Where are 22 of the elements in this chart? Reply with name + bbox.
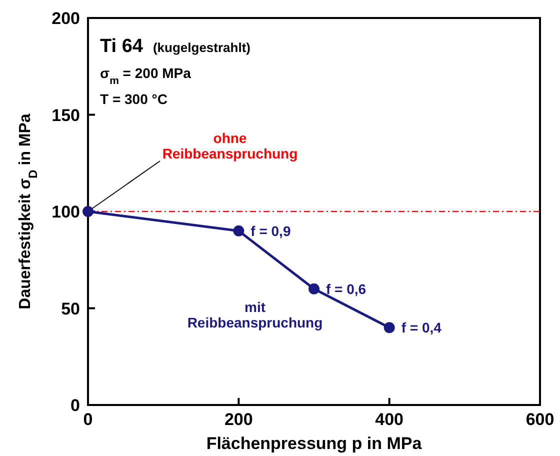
y-tick-label: 200 — [52, 9, 80, 28]
point — [233, 225, 244, 236]
x-tick-label: 600 — [526, 410, 554, 429]
y-tick-label: 50 — [61, 299, 80, 318]
annotation: mit Reibbeanspruchung — [187, 299, 323, 330]
y-tick-label: 0 — [70, 396, 80, 415]
point — [384, 322, 395, 334]
point — [308, 283, 320, 294]
annotation: σ$_{m}$ = 200 MPa — [100, 65, 192, 87]
annotation: f = 0,9 — [250, 222, 291, 239]
annotation: f = 0,6 — [326, 280, 366, 297]
x-tick-label: 200 — [224, 410, 253, 429]
ref-line-label: ohne Reibbeanspruchung — [162, 130, 298, 162]
annotation: f = 0,4 — [401, 320, 442, 336]
y-tick-label: 100 — [52, 202, 80, 222]
x-tick-label: 0 — [83, 410, 93, 429]
annotation: T = 300 °C — [100, 91, 168, 107]
y-tick-label: 150 — [52, 106, 80, 125]
text: (kugelgestrahlt) — [152, 40, 250, 55]
x-axis-title: Flächenpressung p in MPa — [206, 434, 422, 453]
text: Ti 64 — [100, 36, 144, 57]
x-tick-label: 400 — [375, 410, 404, 429]
